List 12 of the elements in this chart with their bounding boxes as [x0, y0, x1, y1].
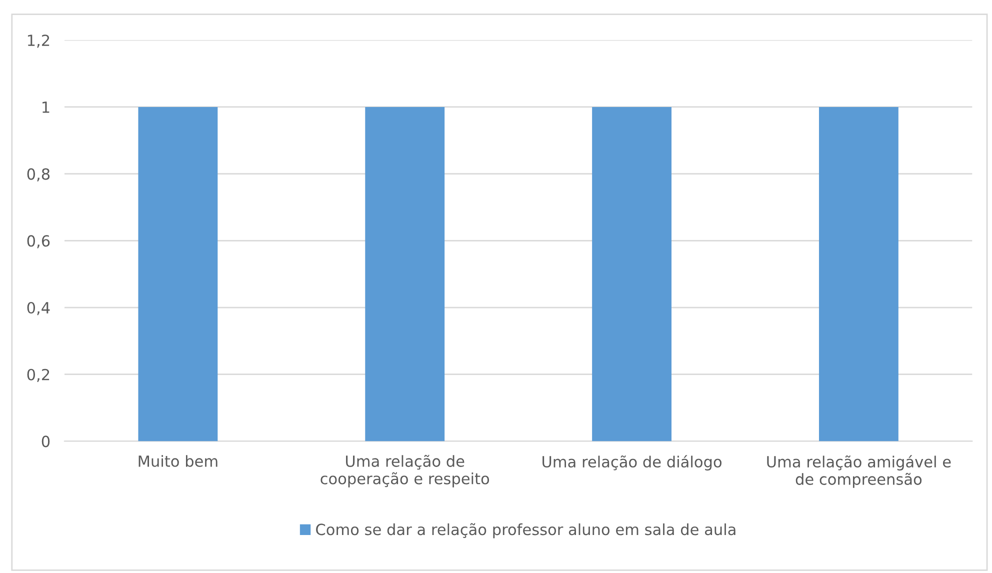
x-tick-label: Muito bem: [138, 455, 218, 467]
y-tick-label: 0: [42, 436, 50, 448]
y-tick-label: 0,4: [27, 302, 50, 316]
legend-label: Como se dar a relação professor aluno em sala de aula: [316, 523, 736, 538]
y-tick-label: 0,6: [27, 235, 50, 248]
y-tick-label: 0,2: [27, 368, 50, 382]
x-tick-label: Uma relação de diálogo: [542, 455, 722, 470]
x-tick-label: Uma relação amigável e de compreensão: [767, 455, 951, 488]
y-tick-label: 0,8: [27, 168, 50, 182]
y-tick-label: 1,2: [28, 34, 50, 48]
y-tick-label: 1: [42, 102, 50, 113]
x-tick-label: Uma relação de cooperação e respeito: [320, 454, 490, 488]
